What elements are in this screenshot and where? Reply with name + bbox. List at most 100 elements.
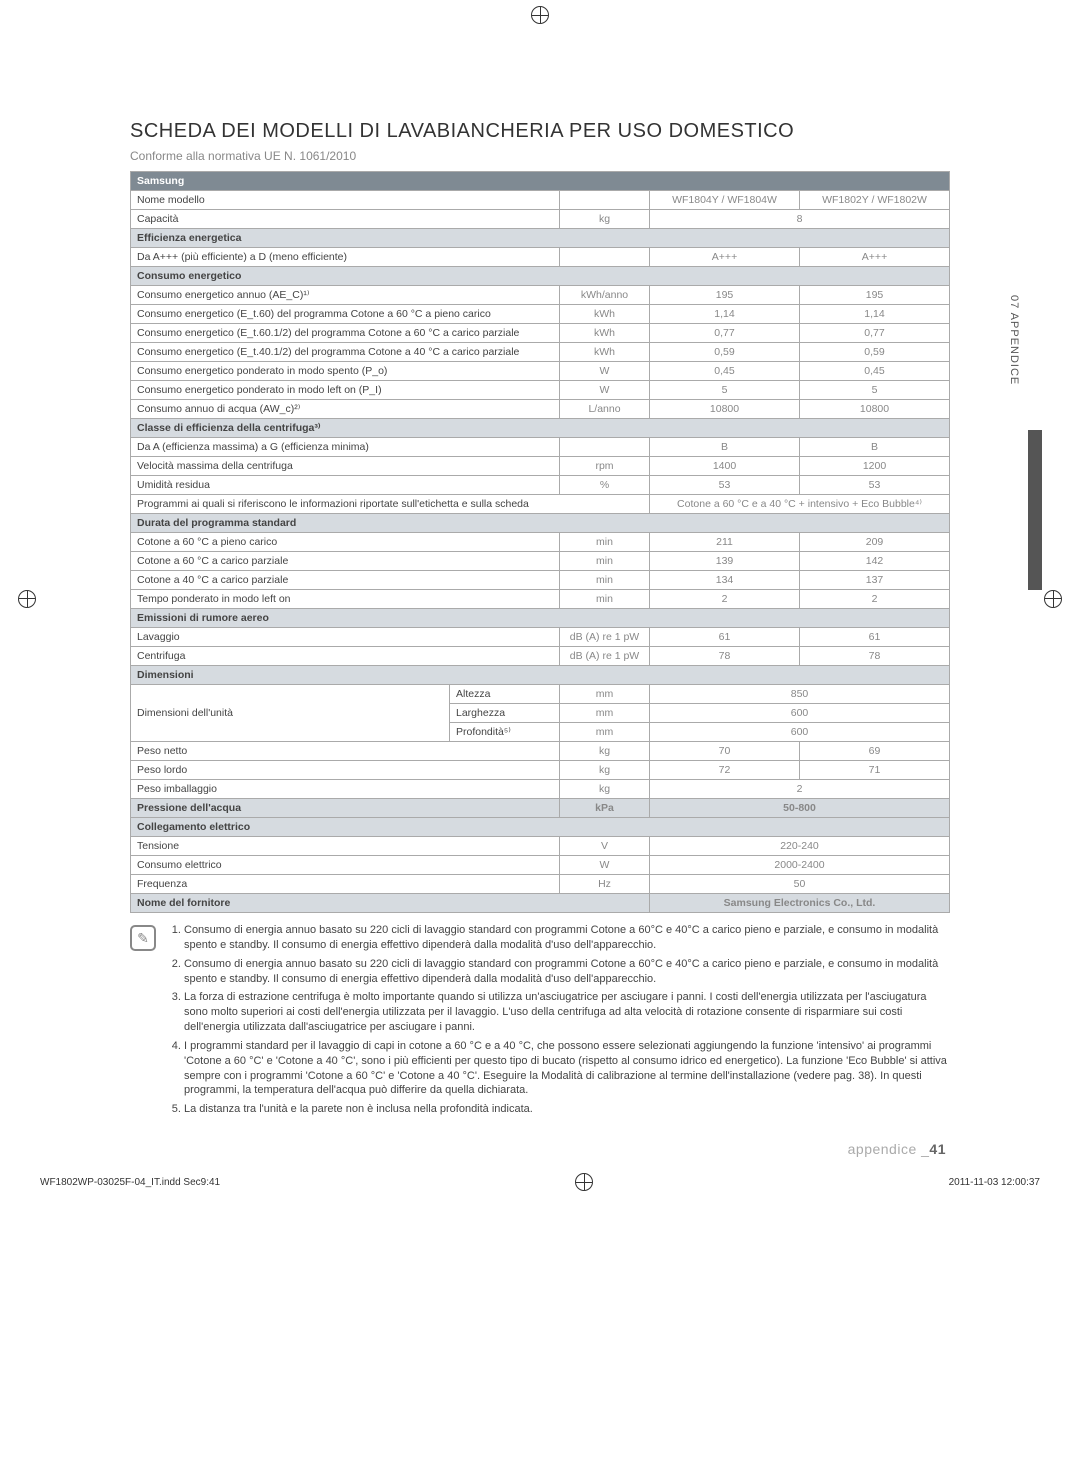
page-subtitle: Conforme alla normativa UE N. 1061/2010 — [130, 149, 950, 163]
spec-value: 50 — [650, 875, 950, 894]
spec-label: Consumo energetico ponderato in modo lef… — [131, 381, 560, 400]
spec-value: 1,14 — [650, 305, 800, 324]
spec-label: Cotone a 60 °C a carico parziale — [131, 552, 560, 571]
registration-mark-icon — [18, 590, 36, 608]
spec-value: 195 — [800, 286, 950, 305]
spec-value: 134 — [650, 571, 800, 590]
spec-label: Cotone a 40 °C a carico parziale — [131, 571, 560, 590]
spec-value: Samsung Electronics Co., Ltd. — [650, 894, 950, 913]
spec-unit: kWh — [560, 324, 650, 343]
spec-unit: mm — [560, 723, 650, 742]
spec-unit: W — [560, 362, 650, 381]
spec-label: Frequenza — [131, 875, 560, 894]
print-marks-top — [0, 6, 1080, 24]
spec-unit — [560, 191, 650, 210]
spec-label: Consumo annuo di acqua (AW_c)²⁾ — [131, 400, 560, 419]
spec-unit: dB (A) re 1 pW — [560, 647, 650, 666]
spec-value: 137 — [800, 571, 950, 590]
spec-unit: kg — [560, 742, 650, 761]
spec-value: 72 — [650, 761, 800, 780]
footnotes: ✎ Consumo di energia annuo basato su 220… — [130, 923, 950, 1121]
print-file: WF1802WP-03025F-04_IT.indd Sec9:41 — [40, 1177, 220, 1188]
section-row: Collegamento elettrico — [131, 818, 950, 837]
spec-value: 53 — [800, 476, 950, 495]
spec-unit: dB (A) re 1 pW — [560, 628, 650, 647]
footnote-item: La forza di estrazione centrifuga è molt… — [184, 990, 950, 1035]
spec-table: SamsungNome modello WF1804Y / WF1804W WF… — [130, 171, 950, 913]
spec-value: 0,77 — [800, 324, 950, 343]
spec-unit: min — [560, 533, 650, 552]
footnote-item: I programmi standard per il lavaggio di … — [184, 1039, 950, 1098]
spec-label: Cotone a 60 °C a pieno carico — [131, 533, 560, 552]
spec-value: 1,14 — [800, 305, 950, 324]
spec-value: 0,59 — [650, 343, 800, 362]
spec-label: Nome modello — [131, 191, 560, 210]
spec-value: 600 — [650, 723, 950, 742]
spec-value: 600 — [650, 704, 950, 723]
spec-label: Consumo energetico ponderato in modo spe… — [131, 362, 560, 381]
footnote-item: La distanza tra l'unità e la parete non … — [184, 1102, 950, 1117]
spec-label: Consumo energetico (E_t.60.1/2) del prog… — [131, 324, 560, 343]
spec-unit: kg — [560, 780, 650, 799]
spec-value: 61 — [800, 628, 950, 647]
spec-sublabel: Larghezza — [450, 704, 560, 723]
spec-value: 50-800 — [650, 799, 950, 818]
spec-label: Centrifuga — [131, 647, 560, 666]
spec-unit: L/anno — [560, 400, 650, 419]
spec-value: 1400 — [650, 457, 800, 476]
spec-label: Velocità massima della centrifuga — [131, 457, 560, 476]
print-time: 2011-11-03 12:00:37 — [949, 1177, 1040, 1188]
spec-value: A+++ — [800, 248, 950, 267]
spec-unit: min — [560, 571, 650, 590]
spec-unit: mm — [560, 685, 650, 704]
spec-label: Consumo energetico annuo (AE_C)¹⁾ — [131, 286, 560, 305]
registration-mark-icon — [1044, 590, 1062, 608]
spec-unit: kWh — [560, 305, 650, 324]
section-row: Consumo energetico — [131, 267, 950, 286]
spec-label: Consumo elettrico — [131, 856, 560, 875]
spec-value: 61 — [650, 628, 800, 647]
spec-value: 78 — [650, 647, 800, 666]
spec-value: 5 — [800, 381, 950, 400]
spec-label: Peso netto — [131, 742, 560, 761]
spec-value: Cotone a 60 °C e a 40 °C + intensivo + E… — [650, 495, 950, 514]
spec-value: 8 — [650, 210, 950, 229]
spec-value: 211 — [650, 533, 800, 552]
footnote-item: Consumo di energia annuo basato su 220 c… — [184, 957, 950, 987]
spec-value: 78 — [800, 647, 950, 666]
spec-label: Peso imballaggio — [131, 780, 560, 799]
spec-unit: mm — [560, 704, 650, 723]
spec-label: Da A+++ (più efficiente) a D (meno effic… — [131, 248, 560, 267]
spec-value: 53 — [650, 476, 800, 495]
spec-label: Peso lordo — [131, 761, 560, 780]
print-marks-bottom: WF1802WP-03025F-04_IT.indd Sec9:41 2011-… — [0, 1173, 1080, 1191]
spec-label: Nome del fornitore — [131, 894, 650, 913]
spec-unit: kWh — [560, 343, 650, 362]
spec-label: Tempo ponderato in modo left on — [131, 590, 560, 609]
registration-mark-icon — [575, 1173, 593, 1191]
spec-label: Dimensioni dell'unità — [131, 685, 450, 742]
spec-label: Tensione — [131, 837, 560, 856]
spec-value: A+++ — [650, 248, 800, 267]
spec-label: Da A (efficienza massima) a G (efficienz… — [131, 438, 560, 457]
section-row: Classe di efficienza della centrifuga³⁾ — [131, 419, 950, 438]
section-row: Emissioni di rumore aereo — [131, 609, 950, 628]
spec-value: 70 — [650, 742, 800, 761]
spec-value: 142 — [800, 552, 950, 571]
page-footer: appendice _41 — [130, 1141, 950, 1157]
spec-value: 10800 — [800, 400, 950, 419]
spec-unit: kg — [560, 210, 650, 229]
section-accent — [1028, 430, 1042, 590]
spec-unit: rpm — [560, 457, 650, 476]
spec-value: 209 — [800, 533, 950, 552]
spec-label: Pressione dell'acqua — [131, 799, 560, 818]
spec-value: 0,77 — [650, 324, 800, 343]
registration-mark-icon — [531, 6, 549, 24]
spec-value: 195 — [650, 286, 800, 305]
page-title: SCHEDA DEI MODELLI DI LAVABIANCHERIA PER… — [130, 120, 950, 143]
spec-value: 5 — [650, 381, 800, 400]
section-row: Dimensioni — [131, 666, 950, 685]
spec-unit: W — [560, 381, 650, 400]
spec-value: 850 — [650, 685, 950, 704]
spec-label: Consumo energetico (E_t.40.1/2) del prog… — [131, 343, 560, 362]
